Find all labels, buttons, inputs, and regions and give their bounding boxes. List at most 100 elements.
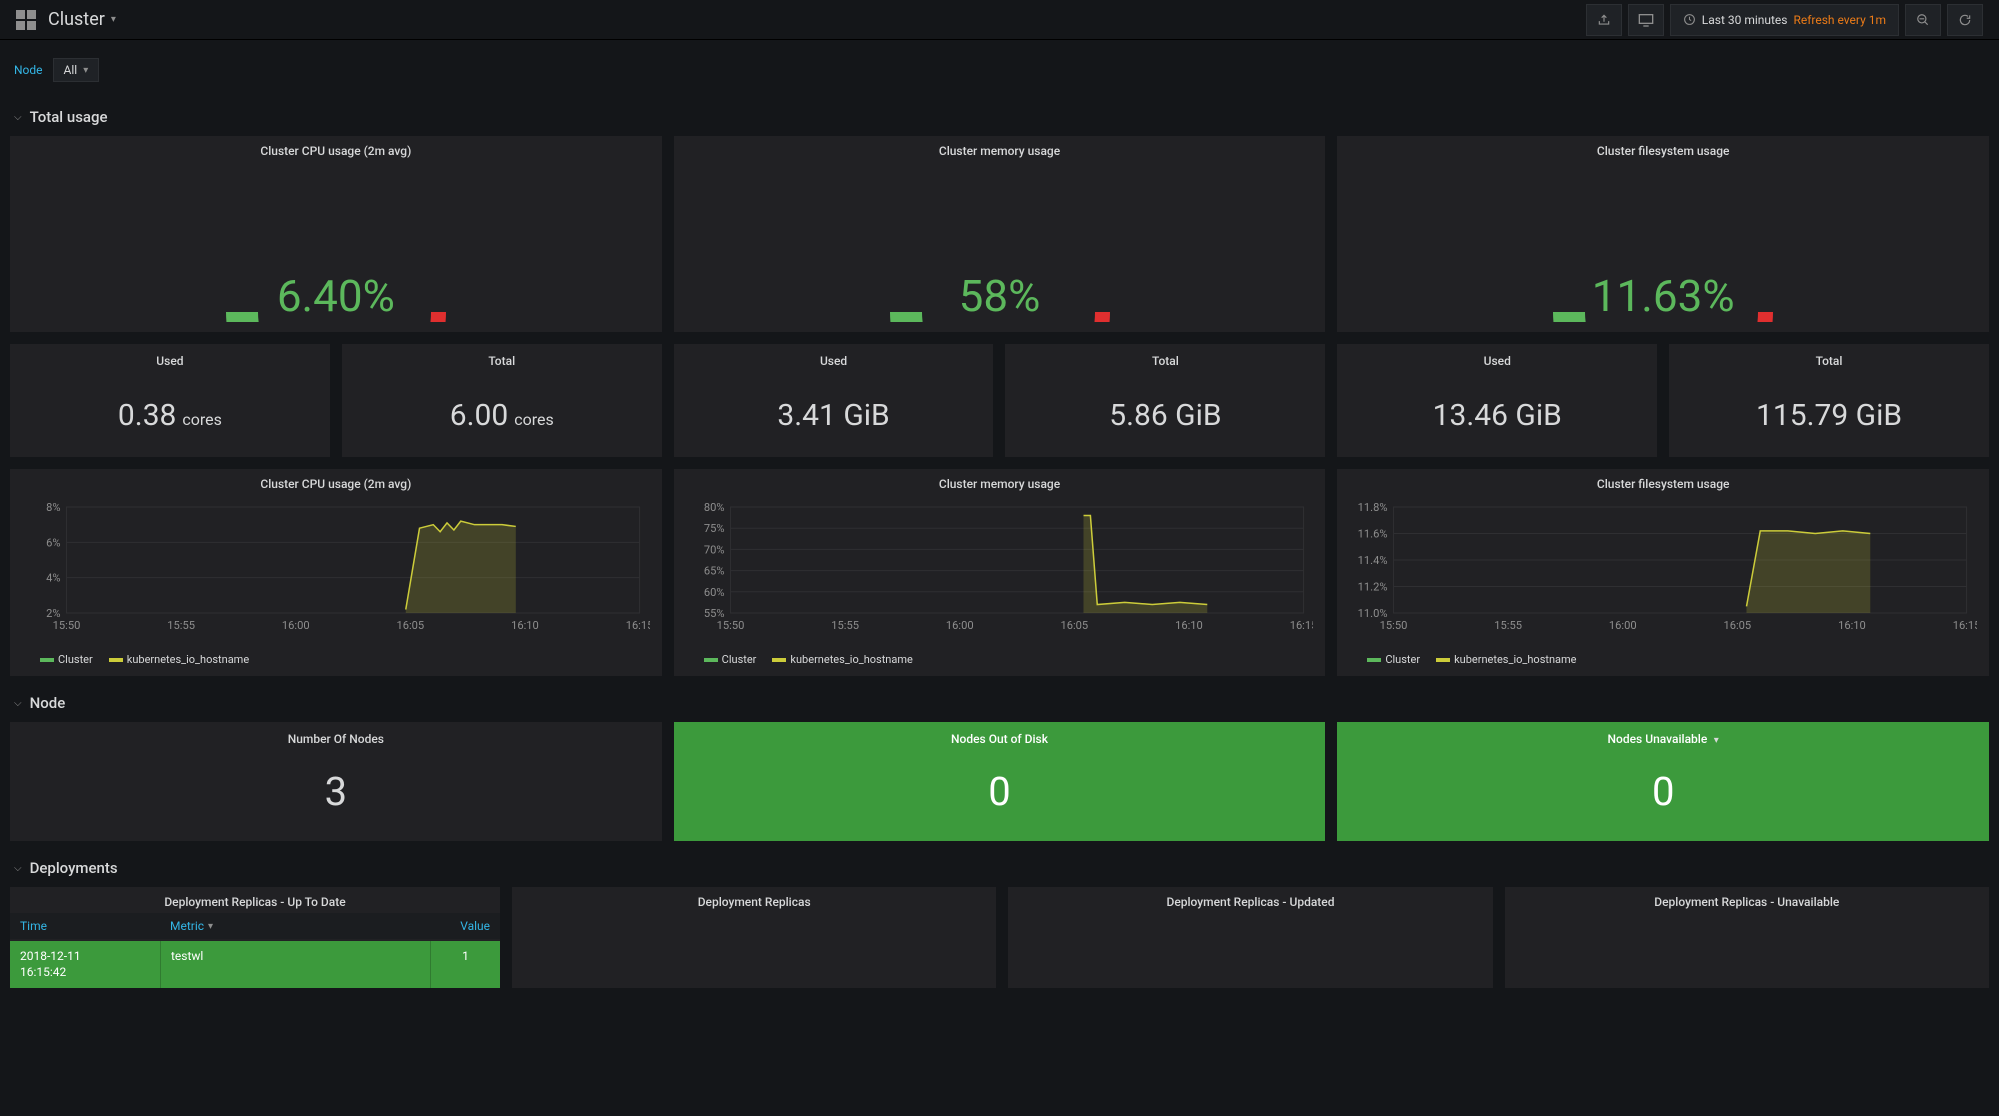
legend-item[interactable]: kubernetes_io_hostname: [772, 653, 912, 666]
stat-value: 6.00 cores: [342, 398, 662, 433]
svg-text:16:15: 16:15: [1953, 619, 1977, 631]
time-range-button[interactable]: Last 30 minutes Refresh every 1m: [1670, 4, 1899, 36]
col-metric[interactable]: Metric ▾: [160, 913, 430, 939]
row-title: Node: [30, 694, 66, 712]
stat-value: 0.38 cores: [10, 398, 330, 433]
gauge-row: Cluster CPU usage (2m avg) 6.40% Cluster…: [0, 136, 1999, 332]
deployment-stat-panel[interactable]: Deployment Replicas - Unavailable: [1505, 887, 1989, 988]
legend-item[interactable]: kubernetes_io_hostname: [1436, 653, 1576, 666]
panel-title: Cluster filesystem usage: [1337, 469, 1989, 495]
node-stat-panel[interactable]: Nodes Unavailable ▾ 0: [1337, 722, 1989, 841]
dashboard-title-dropdown[interactable]: Cluster ▾: [48, 9, 116, 30]
gauge-panel[interactable]: Cluster CPU usage (2m avg) 6.40%: [10, 136, 662, 332]
svg-text:11.6%: 11.6%: [1358, 528, 1388, 541]
stat-panel[interactable]: Total 6.00 cores: [342, 344, 662, 457]
stat-label: Total: [1669, 354, 1989, 398]
top-bar: Cluster ▾ Last 30 minutes Refresh every …: [0, 0, 1999, 40]
panel-title: Cluster CPU usage (2m avg): [10, 136, 662, 162]
chart-legend: Cluster kubernetes_io_hostname: [10, 645, 662, 670]
row-title: Deployments: [30, 859, 118, 877]
gauge-value: 11.63%: [1533, 270, 1793, 322]
svg-text:2%: 2%: [46, 607, 60, 620]
variable-bar: Node All ▾: [0, 40, 1999, 90]
stat-label: Total: [342, 354, 662, 398]
dashboard-grid-icon[interactable]: [16, 10, 36, 30]
gauge-body: 6.40%: [10, 162, 662, 332]
gauge-panel[interactable]: Cluster memory usage 58%: [674, 136, 1326, 332]
clock-icon: [1683, 13, 1696, 26]
chart-panel[interactable]: Cluster CPU usage (2m avg) 8%6%4%2%15:50…: [10, 469, 662, 676]
svg-text:75%: 75%: [704, 522, 725, 535]
refresh-interval-label: Refresh every 1m: [1793, 13, 1886, 27]
chevron-down-icon: ▾: [83, 65, 88, 76]
table-row[interactable]: 2018-12-1116:15:42 testwl 1: [10, 939, 500, 988]
stat-label: Used: [10, 354, 330, 398]
svg-text:60%: 60%: [704, 586, 725, 599]
time-range-label: Last 30 minutes: [1702, 13, 1788, 27]
stat-panel[interactable]: Used 13.46 GiB: [1337, 344, 1657, 457]
panel-title: Deployment Replicas: [512, 887, 996, 913]
deployment-stat-panel[interactable]: Deployment Replicas - Updated: [1008, 887, 1492, 988]
stat-label: Used: [674, 354, 994, 398]
cell-value: 1: [430, 941, 500, 988]
panel-title: Cluster filesystem usage: [1337, 136, 1989, 162]
gauge-value: 58%: [870, 270, 1130, 322]
refresh-icon: [1958, 13, 1972, 27]
stat-panel[interactable]: Total 5.86 GiB: [1005, 344, 1325, 457]
chart-legend: Cluster kubernetes_io_hostname: [1337, 645, 1989, 670]
gauge-panel[interactable]: Cluster filesystem usage 11.63%: [1337, 136, 1989, 332]
col-value[interactable]: Value: [430, 913, 500, 939]
chart-panel[interactable]: Cluster filesystem usage 11.8%11.6%11.4%…: [1337, 469, 1989, 676]
node-stat-panel[interactable]: Number Of Nodes 3: [10, 722, 662, 841]
row-header-node[interactable]: ⌵ Node: [0, 676, 1999, 722]
row-header-total-usage[interactable]: ⌵ Total usage: [0, 90, 1999, 136]
stat-value: 115.79 GiB: [1669, 398, 1989, 433]
deployment-table-panel[interactable]: Deployment Replicas - Up To Date Time Me…: [10, 887, 500, 988]
svg-text:16:05: 16:05: [1060, 619, 1088, 631]
legend-item[interactable]: Cluster: [1367, 653, 1420, 666]
variable-select-node[interactable]: All ▾: [53, 58, 100, 82]
tv-mode-button[interactable]: [1628, 4, 1664, 36]
chart-body: 80%75%70%65%60%55%15:5015:5516:0016:0516…: [674, 495, 1326, 645]
col-time[interactable]: Time: [10, 913, 160, 939]
svg-text:4%: 4%: [46, 572, 60, 585]
chart-panel[interactable]: Cluster memory usage 80%75%70%65%60%55%1…: [674, 469, 1326, 676]
chevron-down-icon: ⌵: [14, 698, 22, 709]
svg-text:15:55: 15:55: [167, 619, 195, 631]
panel-title: Cluster memory usage: [674, 136, 1326, 162]
sort-desc-icon: ▾: [208, 921, 213, 932]
svg-text:65%: 65%: [704, 565, 725, 578]
panel-title: Number Of Nodes: [10, 732, 662, 768]
panel-title: Nodes Out of Disk: [674, 732, 1326, 768]
stat-panel[interactable]: Total 115.79 GiB: [1669, 344, 1989, 457]
svg-text:70%: 70%: [704, 543, 725, 556]
zoom-out-button[interactable]: [1905, 4, 1941, 36]
chevron-down-icon: ⌵: [14, 112, 22, 123]
row-header-deployments[interactable]: ⌵ Deployments: [0, 841, 1999, 887]
legend-item[interactable]: kubernetes_io_hostname: [109, 653, 249, 666]
svg-text:16:00: 16:00: [1609, 619, 1637, 631]
legend-item[interactable]: Cluster: [704, 653, 757, 666]
chart-legend: Cluster kubernetes_io_hostname: [674, 645, 1326, 670]
stat-panel[interactable]: Used 0.38 cores: [10, 344, 330, 457]
table-header: Time Metric ▾ Value: [10, 913, 500, 939]
svg-text:6%: 6%: [46, 536, 60, 549]
dashboard-title: Cluster: [48, 9, 105, 30]
stat-value: 5.86 GiB: [1005, 398, 1325, 433]
svg-text:15:50: 15:50: [716, 619, 744, 631]
panel-title: Nodes Unavailable ▾: [1337, 732, 1989, 768]
node-stat-panel[interactable]: Nodes Out of Disk 0: [674, 722, 1326, 841]
stat-label: Used: [1337, 354, 1657, 398]
cell-metric: testwl: [160, 941, 430, 988]
svg-text:16:10: 16:10: [1838, 619, 1866, 631]
panel-title: Deployment Replicas - Updated: [1008, 887, 1492, 913]
refresh-button[interactable]: [1947, 4, 1983, 36]
stat-value: 0: [674, 768, 1326, 815]
stat-value: 3.41 GiB: [674, 398, 994, 433]
stat-panel[interactable]: Used 3.41 GiB: [674, 344, 994, 457]
legend-item[interactable]: Cluster: [40, 653, 93, 666]
svg-text:11.2%: 11.2%: [1358, 581, 1388, 594]
share-button[interactable]: [1586, 4, 1622, 36]
svg-text:15:55: 15:55: [1495, 619, 1523, 631]
deployment-stat-panel[interactable]: Deployment Replicas: [512, 887, 996, 988]
